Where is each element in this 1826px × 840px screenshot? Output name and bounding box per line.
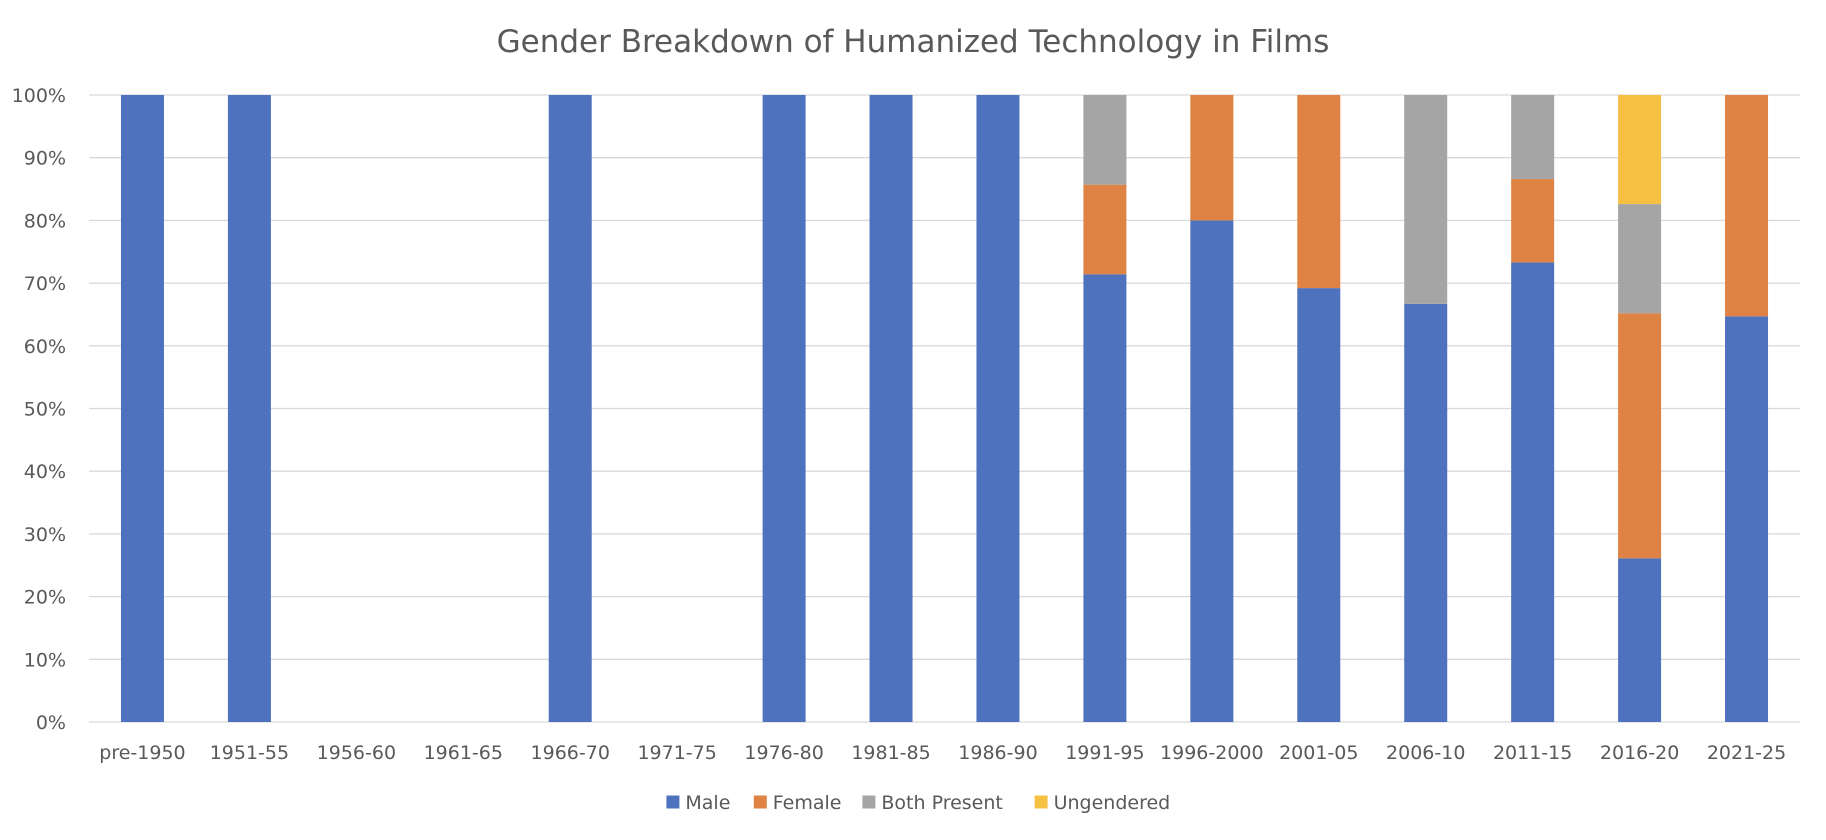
x-tick-label: 1976-80: [744, 742, 823, 764]
bar-segment-both-present: [1511, 95, 1555, 180]
bar-segment-male: [227, 95, 271, 722]
bar-segment-male: [869, 95, 913, 722]
bar-segment-both-present: [1618, 204, 1662, 314]
bar-segment-male: [1404, 303, 1448, 722]
x-tick-label: 2001-05: [1279, 742, 1358, 764]
x-tick-label: 2011-15: [1493, 742, 1572, 764]
bar-segment-male: [1725, 316, 1769, 722]
bar-segment-male: [762, 95, 806, 722]
y-tick-label: 20%: [24, 587, 66, 609]
bar-segment-male: [1618, 558, 1662, 722]
x-tick-label: 1951-55: [210, 742, 289, 764]
y-tick-label: 90%: [24, 148, 66, 170]
legend-swatch: [666, 795, 680, 809]
x-tick-label: pre-1950: [99, 742, 185, 764]
x-tick-label: 1961-65: [424, 742, 503, 764]
bar-segment-female: [1083, 184, 1127, 275]
legend-label: Ungendered: [1054, 792, 1171, 814]
legend-label: Female: [773, 792, 842, 814]
legend-label: Male: [685, 792, 730, 814]
x-tick-label: 2006-10: [1386, 742, 1465, 764]
bar-segment-male: [1297, 288, 1341, 722]
legend-label: Both Present: [881, 792, 1002, 814]
bar-segment-female: [1618, 313, 1662, 559]
bar-segment-male: [548, 95, 592, 722]
x-tick-label: 1956-60: [317, 742, 396, 764]
x-tick-label: 1986-90: [958, 742, 1037, 764]
bar-segment-ungendered: [1618, 95, 1662, 205]
y-tick-label: 40%: [24, 461, 66, 483]
bar-segment-both-present: [1404, 95, 1448, 304]
y-tick-label: 80%: [24, 210, 66, 232]
y-tick-label: 30%: [24, 524, 66, 546]
x-tick-label: 2016-20: [1600, 742, 1679, 764]
bar-segment-female: [1725, 95, 1769, 317]
bar-segment-male: [976, 95, 1020, 722]
x-tick-label: 1991-95: [1065, 742, 1144, 764]
bar-segment-female: [1297, 95, 1341, 289]
bars: [120, 95, 1769, 722]
y-tick-label: 0%: [36, 712, 66, 734]
x-tick-label: 2021-25: [1707, 742, 1786, 764]
legend-swatch: [753, 795, 767, 809]
x-axis-ticks: pre-1950 1951-55 1956-60 1961-65 1966-70 1971…: [99, 742, 1786, 764]
x-tick-label: 1981-85: [851, 742, 930, 764]
x-tick-label: 1996-2000: [1160, 742, 1264, 764]
y-axis-ticks: 0% 10% 20% 30% 40% 50% 60% 70% 80% 90% 100%: [12, 85, 66, 734]
y-tick-label: 100%: [12, 85, 66, 107]
bar-segment-male: [1511, 262, 1555, 722]
legend-swatch: [1034, 795, 1048, 809]
y-tick-label: 50%: [24, 399, 66, 421]
bar-segment-male: [1083, 274, 1127, 722]
y-tick-label: 10%: [24, 649, 66, 671]
bar-segment-female: [1190, 95, 1234, 221]
y-tick-label: 70%: [24, 273, 66, 295]
bar-segment-female: [1511, 179, 1555, 263]
chart-title: Gender Breakdown of Humanized Technology…: [497, 24, 1330, 60]
legend-swatch: [862, 795, 876, 809]
legend: Male Female Both Present Ungendered: [666, 792, 1170, 814]
bar-segment-male: [120, 95, 164, 722]
bar-segment-male: [1190, 220, 1234, 722]
x-tick-label: 1966-70: [531, 742, 610, 764]
bar-segment-both-present: [1083, 95, 1127, 185]
x-tick-label: 1971-75: [637, 742, 716, 764]
y-tick-label: 60%: [24, 336, 66, 358]
